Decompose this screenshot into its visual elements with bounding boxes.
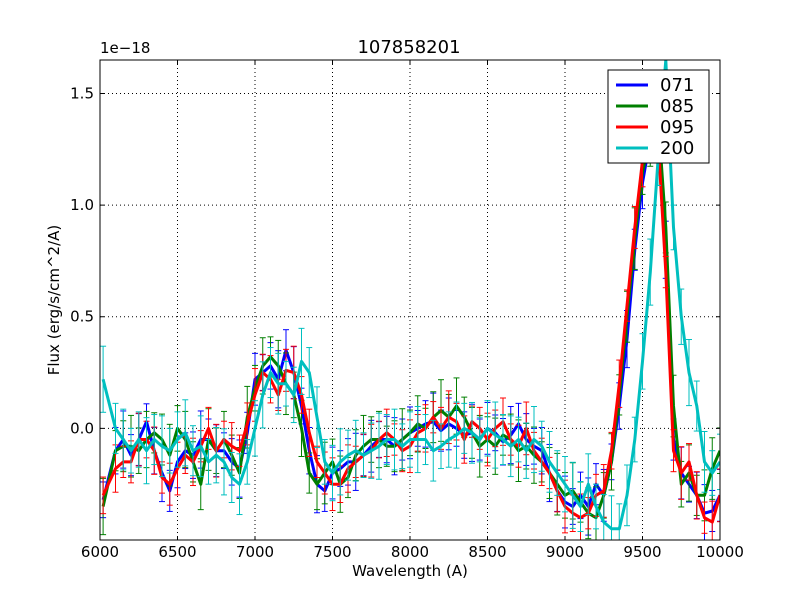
y-tick-label: 0.0	[70, 419, 94, 437]
x-tick-label: 6500	[158, 543, 196, 561]
x-tick-label: 10000	[696, 543, 744, 561]
x-tick-label: 9500	[623, 543, 661, 561]
tick-layer: 6000 6500 7000 7500 8000 8500 9000 9500 10000 0.0…	[70, 60, 744, 561]
y-offset-text: 1e−18	[100, 39, 150, 57]
x-tick-label: 7500	[313, 543, 351, 561]
x-tick-label: 6000	[81, 543, 119, 561]
legend-label-085: 085	[660, 96, 694, 117]
y-axis-label: Flux (erg/s/cm^2/A)	[45, 225, 63, 376]
x-tick-label: 8000	[391, 543, 429, 561]
series-200	[100, 60, 720, 540]
y-tick-label: 1.0	[70, 196, 94, 214]
series-line-200	[101, 60, 720, 531]
legend-label-095: 095	[660, 117, 694, 138]
x-tick-label: 9000	[546, 543, 584, 561]
legend-label-071: 071	[660, 75, 694, 96]
x-axis-label: Wavelength (A)	[352, 562, 468, 580]
legend-label-200: 200	[660, 138, 694, 159]
y-tick-label: 0.5	[70, 308, 94, 326]
series-layer	[100, 60, 720, 540]
y-tick-label: 1.5	[70, 84, 94, 102]
x-tick-label: 8500	[468, 543, 506, 561]
chart-title: 107858201	[357, 37, 460, 58]
x-tick-label: 7000	[236, 543, 274, 561]
